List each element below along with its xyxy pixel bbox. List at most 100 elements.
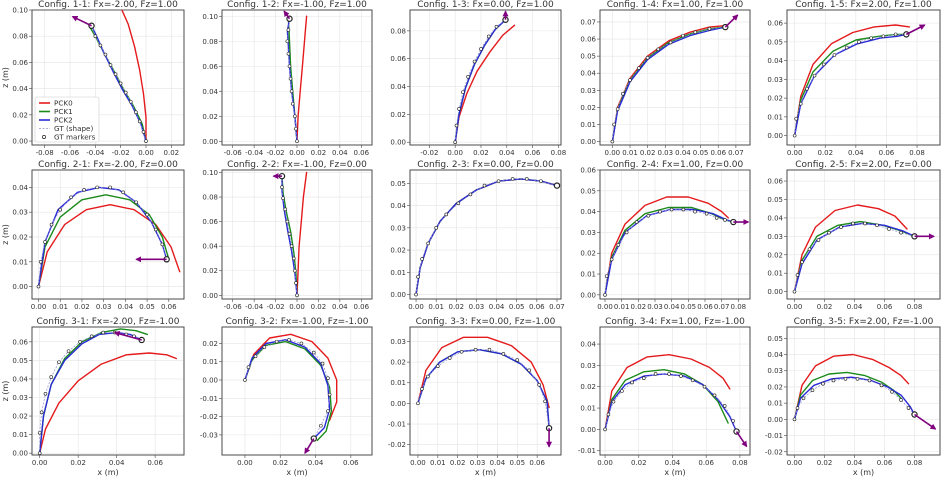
x-tick-label: -0.08 xyxy=(36,149,54,157)
plot-area xyxy=(36,185,181,289)
x-tick-label: 0.00 xyxy=(597,303,613,311)
gt-marker xyxy=(287,64,292,69)
gt-marker xyxy=(144,139,148,143)
force-arrow xyxy=(724,14,739,28)
x-tick-label: 0.04 xyxy=(847,303,863,311)
gt-marker xyxy=(798,101,803,106)
gt-marker xyxy=(621,91,625,96)
y-tick-label: 0.00 xyxy=(580,291,596,299)
gt-marker xyxy=(473,347,478,352)
y-tick-label: 0.02 xyxy=(580,104,596,112)
x-tick-label: 0.00 xyxy=(31,303,47,311)
gt-marker xyxy=(609,257,614,262)
gt-marker xyxy=(890,390,894,394)
x-tick-label: 0.02 xyxy=(817,149,833,157)
y-tick-label: 0.03 xyxy=(767,233,783,241)
y-tick-label: 0.04 xyxy=(767,57,783,65)
y-tick-label: 0.04 xyxy=(580,208,596,216)
gt-marker xyxy=(436,364,440,369)
legend-label: PCK0 xyxy=(54,99,73,108)
gt-marker xyxy=(280,185,284,189)
gt-marker xyxy=(459,349,464,354)
x-tick-label: 0.02 xyxy=(311,303,327,311)
y-tick-label: 0.06 xyxy=(12,338,28,346)
gt-marker xyxy=(707,26,712,31)
plot-frame xyxy=(409,9,562,146)
chart-title: Config. 2-2: Fx=-1.00, Fz=0.00 xyxy=(227,160,367,170)
y-tick-label: 0.01 xyxy=(12,258,28,266)
gt-marker xyxy=(66,349,71,353)
y-tick-label: 0.05 xyxy=(12,357,28,365)
gt-shape-line xyxy=(39,332,142,454)
x-tick-label: -0.06 xyxy=(224,303,243,311)
x-tick-label: 0.08 xyxy=(732,459,748,467)
gt-marker xyxy=(285,219,290,224)
plot-area xyxy=(416,336,553,432)
plot-border xyxy=(409,169,562,300)
chart-title: Config. 3-1: Fx=-2.00, Fz=-1.00 xyxy=(37,317,180,327)
force-arrow xyxy=(905,24,926,36)
x-tick-label: 0.04 xyxy=(118,303,134,311)
x-tick-label: 0.05 xyxy=(681,303,697,311)
gt-marker xyxy=(807,247,812,252)
gt-marker xyxy=(95,185,99,190)
gt-marker xyxy=(145,212,149,217)
gt-marker xyxy=(831,378,836,383)
x-tick-label: 0.06 xyxy=(877,303,893,311)
gt-marker xyxy=(612,122,616,127)
gt-marker xyxy=(667,372,671,376)
gt-marker xyxy=(89,334,94,339)
gt-marker xyxy=(821,381,825,386)
gt-marker xyxy=(137,119,142,124)
gt-marker xyxy=(681,207,686,212)
plot-border xyxy=(786,9,941,146)
gt-marker xyxy=(129,99,133,104)
gt-marker xyxy=(723,218,727,222)
x-tick-label: 0.03 xyxy=(470,459,486,467)
y-tick-label: 0.01 xyxy=(580,271,596,279)
y-tick-label: -0.01 xyxy=(200,395,218,403)
y-tick-label: 0.10 xyxy=(202,169,218,177)
y-tick-label: 0.03 xyxy=(580,229,596,237)
plot-area xyxy=(603,354,740,435)
gt-marker xyxy=(810,388,815,392)
x-tick-label: 0.06 xyxy=(343,459,359,467)
gt-marker xyxy=(285,39,290,44)
y-tick-label: 0.00 xyxy=(767,132,783,140)
gt-marker xyxy=(899,230,903,235)
x-axis-label: x (m) xyxy=(853,468,874,477)
chart-title: Config. 3-4: Fx=1.00, Fz=-1.00 xyxy=(605,317,745,327)
y-tick-label: 0.01 xyxy=(390,269,406,277)
gt-marker xyxy=(486,34,491,39)
plot-border xyxy=(31,169,185,300)
gt-marker xyxy=(479,47,483,51)
gt-shape-line xyxy=(794,378,915,420)
y-tick-label: 0.10 xyxy=(12,7,28,15)
series-line-pck1 xyxy=(244,340,333,442)
series-line-pck2 xyxy=(793,376,916,421)
gt-marker xyxy=(832,53,837,57)
x-tick-label: 0.02 xyxy=(449,303,465,311)
y-tick-label: 0.06 xyxy=(202,218,218,226)
gt-marker xyxy=(606,412,611,417)
y-tick-label: 0.07 xyxy=(580,18,596,26)
series-line-pck0 xyxy=(296,15,308,142)
gt-marker xyxy=(603,427,607,432)
gt-marker xyxy=(289,89,294,94)
gt-marker xyxy=(295,293,299,298)
gt-shape-line xyxy=(604,209,734,295)
gt-marker xyxy=(693,209,697,214)
chart-panel-1-4: 0.00 0.01 0.02 0.03 0.04 0.05 0.06 0.070.000.01… xyxy=(580,0,751,157)
y-tick-label: 0.05 xyxy=(580,53,596,61)
x-tick-label: -0.04 xyxy=(245,149,264,157)
y-tick-label: 0.02 xyxy=(202,340,218,348)
gt-marker xyxy=(668,40,673,45)
gt-marker xyxy=(690,378,695,383)
gt-marker xyxy=(49,375,54,379)
gt-marker xyxy=(637,66,641,70)
force-arrow xyxy=(283,10,291,20)
y-tick-label: 0.00 xyxy=(767,416,783,424)
x-axis-label: x (m) xyxy=(664,468,685,477)
y-tick-label: 0.02 xyxy=(12,413,28,421)
y-tick-label: 0.01 xyxy=(390,379,406,387)
